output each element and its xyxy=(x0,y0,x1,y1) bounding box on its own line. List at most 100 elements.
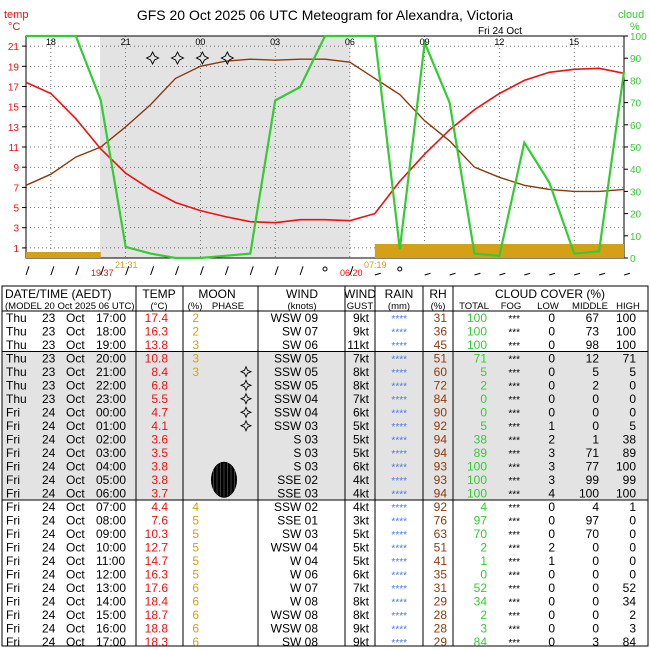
cell-cloud-total: 89 xyxy=(474,446,488,460)
cell-date: 24 xyxy=(42,622,56,636)
cell-day: Fri xyxy=(6,554,20,568)
cell-month: Oct xyxy=(66,568,85,582)
moonrise-label: 21:31 xyxy=(115,260,138,270)
wind-barb-icon xyxy=(100,266,105,276)
cell-month: Oct xyxy=(66,338,85,352)
cell-month: Oct xyxy=(66,419,85,433)
cell-time: 02:00 xyxy=(96,433,126,447)
cell-cloud-middle: 0 xyxy=(592,541,599,555)
cell-temp: 6.8 xyxy=(151,379,168,393)
hour-tick-label: 15 xyxy=(569,37,579,47)
cell-rain: **** xyxy=(391,409,407,420)
cell-cloud-low: 0 xyxy=(548,500,555,514)
cell-rain: **** xyxy=(391,490,407,501)
cell-moon-pct: 3 xyxy=(192,338,199,352)
cell-date: 23 xyxy=(42,392,56,406)
chart-title: GFS 20 Oct 2025 06 UTC Meteogram for Ale… xyxy=(137,7,514,23)
moon-star-icon xyxy=(145,50,160,66)
col-header-temp: TEMP xyxy=(142,287,175,301)
series-line-0 xyxy=(25,67,625,224)
cell-rain: **** xyxy=(391,476,407,487)
cell-rain: **** xyxy=(391,598,407,609)
cell-cloud-total: 4 xyxy=(480,500,487,514)
cell-cloud-high: 89 xyxy=(623,446,637,460)
table-row: Thu 23 Oct 20:00 10.8 3 SSW 05 7kt **** 51 71 *** 0 1… xyxy=(6,352,636,366)
cell-moon-pct: 6 xyxy=(192,581,199,595)
cell-month: Oct xyxy=(66,608,85,622)
cell-cloud-total: 34 xyxy=(474,595,488,609)
col-header-total: TOTAL xyxy=(459,301,489,312)
cell-rh: 94 xyxy=(434,487,448,501)
moon-disk-icon xyxy=(211,461,237,498)
cell-time: 10:00 xyxy=(96,541,126,555)
cell-day: Fri xyxy=(6,595,20,609)
cell-day: Fri xyxy=(6,527,20,541)
cell-rain: **** xyxy=(391,517,407,528)
table-row: Thu 23 Oct 19:00 13.8 3 SW 06 11kt **** 45 100 *** 0… xyxy=(6,338,636,352)
cell-cloud-low: 0 xyxy=(548,365,555,379)
cell-rh: 51 xyxy=(434,541,448,555)
moon-marks xyxy=(145,50,235,66)
cell-wind: SSW 04 xyxy=(274,406,318,420)
cell-gust: 5kt xyxy=(353,554,370,568)
cell-date: 24 xyxy=(42,460,56,474)
cell-fog: *** xyxy=(508,584,520,595)
cell-rh: 31 xyxy=(434,581,448,595)
cell-gust: 8kt xyxy=(353,365,370,379)
cell-gust: 5kt xyxy=(353,419,370,433)
cell-time: 23:00 xyxy=(96,392,126,406)
cell-fog: *** xyxy=(508,328,520,339)
cell-moon-pct: 4 xyxy=(192,500,199,514)
cell-date: 24 xyxy=(42,568,56,582)
cell-time: 07:00 xyxy=(96,500,126,514)
cell-moon-pct: 6 xyxy=(192,622,199,636)
moon-star-icon xyxy=(239,365,253,378)
cell-gust: 4kt xyxy=(353,487,370,501)
cell-fog: *** xyxy=(508,571,520,582)
wind-barb-icon xyxy=(299,266,304,276)
table-row: Fri 24 Oct 09:00 10.3 5 SW 03 5kt **** 63 70 *** 0 70… xyxy=(6,527,636,541)
right-tick-label: 60 xyxy=(630,121,642,132)
cell-cloud-high: 0 xyxy=(629,554,636,568)
cell-cloud-low: 0 xyxy=(548,311,555,325)
cell-moon-pct: 5 xyxy=(192,554,199,568)
cell-cloud-high: 0 xyxy=(629,392,636,406)
hour-tick-label: 09 xyxy=(420,37,430,47)
cell-gust: 6kt xyxy=(353,406,370,420)
right-tick-label: 40 xyxy=(630,165,642,176)
cell-cloud-high: 38 xyxy=(623,433,637,447)
cell-wind: SSE 01 xyxy=(277,514,318,528)
cell-fog: *** xyxy=(508,395,520,406)
cell-day: Fri xyxy=(6,406,20,420)
cell-temp: 3.7 xyxy=(151,487,168,501)
left-tick-label: 5 xyxy=(13,204,19,215)
cell-fog: *** xyxy=(508,638,520,649)
cell-cloud-high: 0 xyxy=(629,406,636,420)
cell-date: 24 xyxy=(42,500,56,514)
cell-cloud-middle: 4 xyxy=(592,500,599,514)
cell-day: Fri xyxy=(6,635,20,649)
right-tick-label: 80 xyxy=(630,76,642,87)
table-row: Fri 24 Oct 08:00 7.6 5 SSE 01 3kt **** 76 97 *** 0 97… xyxy=(6,514,636,528)
cell-gust: 6kt xyxy=(353,460,370,474)
cell-cloud-middle: 0 xyxy=(592,595,599,609)
cell-cloud-middle: 0 xyxy=(592,406,599,420)
cell-wind: W 06 xyxy=(290,568,318,582)
series-lines xyxy=(25,34,626,260)
cell-cloud-high: 0 xyxy=(629,568,636,582)
cell-moon-pct: 2 xyxy=(192,325,199,339)
cell-cloud-high: 0 xyxy=(629,379,636,393)
cell-day: Fri xyxy=(6,433,20,447)
cell-cloud-total: 100 xyxy=(467,460,487,474)
col-header-high: HIGH xyxy=(616,301,640,312)
cell-date: 23 xyxy=(42,379,56,393)
cell-rh: 76 xyxy=(434,514,448,528)
cell-date: 24 xyxy=(42,514,56,528)
cell-cloud-middle: 0 xyxy=(592,419,599,433)
cell-month: Oct xyxy=(66,514,85,528)
cell-cloud-total: 3 xyxy=(480,622,487,636)
table-row: Fri 24 Oct 00:00 4.7 SSW 04 6kt **** 90 0 *** 0 0 0 xyxy=(6,406,636,420)
cell-gust: 9kt xyxy=(353,622,370,636)
table-row: Fri 24 Oct 03:00 3.5 S 03 5kt **** 94 89 *** 3 71 89 xyxy=(6,446,636,460)
cell-month: Oct xyxy=(66,446,85,460)
